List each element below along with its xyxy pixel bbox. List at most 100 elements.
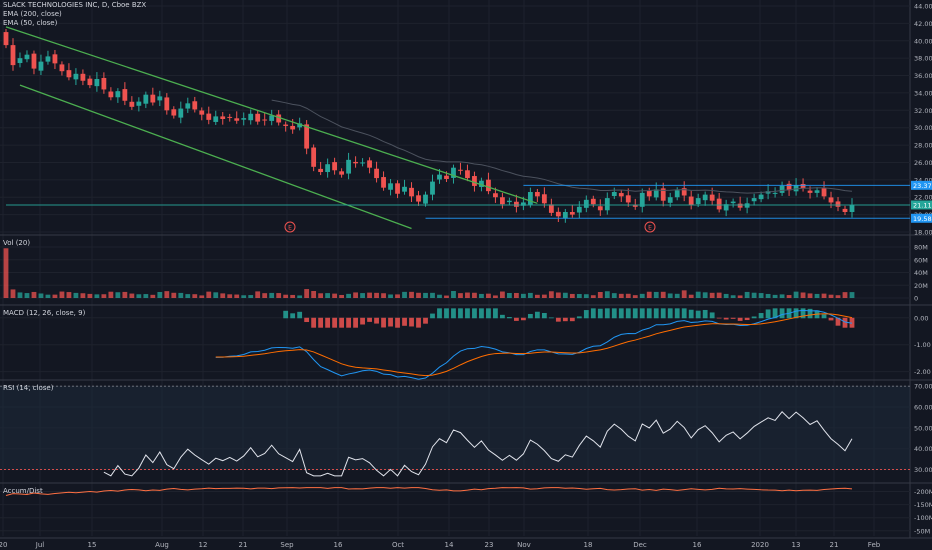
rsi-tick-label: 30.00 xyxy=(914,466,932,474)
macd-label: MACD (12, 26, close, 9) xyxy=(3,309,86,317)
volume-bar xyxy=(493,295,498,298)
volume-bar xyxy=(541,294,547,298)
volume-bar xyxy=(255,291,261,298)
volume-tick-label: 40M xyxy=(914,269,928,277)
macd-histogram-bar xyxy=(835,317,841,326)
macd-histogram-bar xyxy=(674,308,680,319)
volume-bar xyxy=(465,292,470,298)
volume-bar xyxy=(793,291,799,298)
candle-body xyxy=(136,101,142,106)
macd-histogram-bar xyxy=(283,310,289,319)
volume-bar xyxy=(695,291,701,298)
macd-histogram-bar xyxy=(611,308,617,319)
candle-body xyxy=(751,198,757,202)
macd-histogram-bar xyxy=(723,317,729,320)
volume-bar xyxy=(674,293,680,298)
volume-bar xyxy=(751,292,757,298)
volume-bar xyxy=(653,291,659,298)
candle-body xyxy=(590,198,596,205)
macd-histogram-bar xyxy=(849,317,855,328)
volume-bar xyxy=(388,294,393,298)
candle-body xyxy=(360,162,365,164)
candle-body xyxy=(534,192,540,197)
candle-body xyxy=(367,160,372,168)
candle-body xyxy=(688,196,694,206)
volume-bar xyxy=(660,291,666,298)
macd-histogram-bar xyxy=(758,313,764,319)
candle-body xyxy=(835,201,841,207)
ema50-label: EMA (50, close) xyxy=(3,19,58,27)
candle-body xyxy=(660,188,666,201)
volume-bar xyxy=(52,294,58,298)
macd-histogram-bar xyxy=(402,317,407,326)
rsi-band xyxy=(0,386,910,470)
candle-body xyxy=(527,192,533,205)
candle-body xyxy=(702,194,708,201)
macd-histogram-bar xyxy=(744,317,750,321)
volume-bar xyxy=(171,292,177,298)
price-axes: 20 Jul 15 Aug 12 21 Sep 16 Oct 14 23 Nov 18 Dec 16 2020… xyxy=(0,3,932,549)
candle-body xyxy=(548,204,554,213)
macd-histogram-bar xyxy=(618,308,624,319)
volume-bar xyxy=(38,293,44,298)
rsi-tick-label: 70.00 xyxy=(914,383,932,391)
macd-histogram-bar xyxy=(451,308,456,319)
volume-bar xyxy=(395,294,400,298)
accum-label: Accum/Dist xyxy=(3,487,43,495)
macd-histogram-bar xyxy=(681,308,687,319)
volume-bar xyxy=(758,293,764,298)
time-axis-label: Sep xyxy=(280,541,294,549)
volume-bar xyxy=(562,292,568,298)
candle-body xyxy=(555,211,561,217)
volume-bar xyxy=(555,292,561,298)
candle-body xyxy=(353,161,358,164)
time-axis-label: 16 xyxy=(693,541,702,549)
volume-bar xyxy=(269,292,275,298)
price-tick-label: 26.00 xyxy=(914,159,932,167)
volume-bar xyxy=(220,293,226,298)
price-tick-label: 44.00 xyxy=(914,3,932,11)
candle-body xyxy=(59,64,65,72)
candle-body xyxy=(108,91,114,98)
volume-bar xyxy=(122,291,128,298)
candle-body xyxy=(611,192,617,197)
time-axis-label: Nov xyxy=(517,541,531,549)
volume-bar xyxy=(367,292,372,298)
candle-body xyxy=(206,113,212,120)
volume-tick-label: 60M xyxy=(914,256,928,264)
price-tick-label: 22.00 xyxy=(914,194,932,202)
candle-body xyxy=(87,78,93,86)
macd-line xyxy=(215,309,853,380)
candle-body xyxy=(821,188,827,197)
price-label-box xyxy=(911,213,932,223)
symbol-title: SLACK TECHNOLOGIES INC, D, Cboe BZX xyxy=(3,1,147,9)
macd-histogram-bar xyxy=(702,309,708,319)
candle-body xyxy=(178,108,184,118)
candle-body xyxy=(507,200,512,203)
volume-bar xyxy=(513,292,519,298)
macd-histogram-bar xyxy=(346,317,351,328)
channel-upper-line xyxy=(5,26,538,204)
volume-bar xyxy=(31,291,37,298)
volume-bar xyxy=(520,293,526,298)
time-axis-label: 15 xyxy=(88,541,97,549)
candle-body xyxy=(381,177,386,188)
candle-body xyxy=(779,185,785,193)
rsi-tick-label: 60.00 xyxy=(914,404,932,412)
volume-bar xyxy=(597,291,603,298)
candle-body xyxy=(723,204,729,211)
candle-body xyxy=(604,198,610,211)
candle-body xyxy=(45,56,51,62)
price-tick-label: 40.00 xyxy=(914,37,932,45)
volume-bar xyxy=(311,290,317,298)
volume-bar xyxy=(199,295,205,298)
candle-body xyxy=(569,212,575,215)
indicator-panes xyxy=(0,29,910,496)
candle-body xyxy=(325,164,331,173)
volume-bar xyxy=(590,295,596,298)
price-label-box xyxy=(911,200,932,210)
macd-histogram-bar xyxy=(304,317,310,323)
macd-histogram-bar xyxy=(800,308,806,319)
candle-body xyxy=(262,119,268,121)
